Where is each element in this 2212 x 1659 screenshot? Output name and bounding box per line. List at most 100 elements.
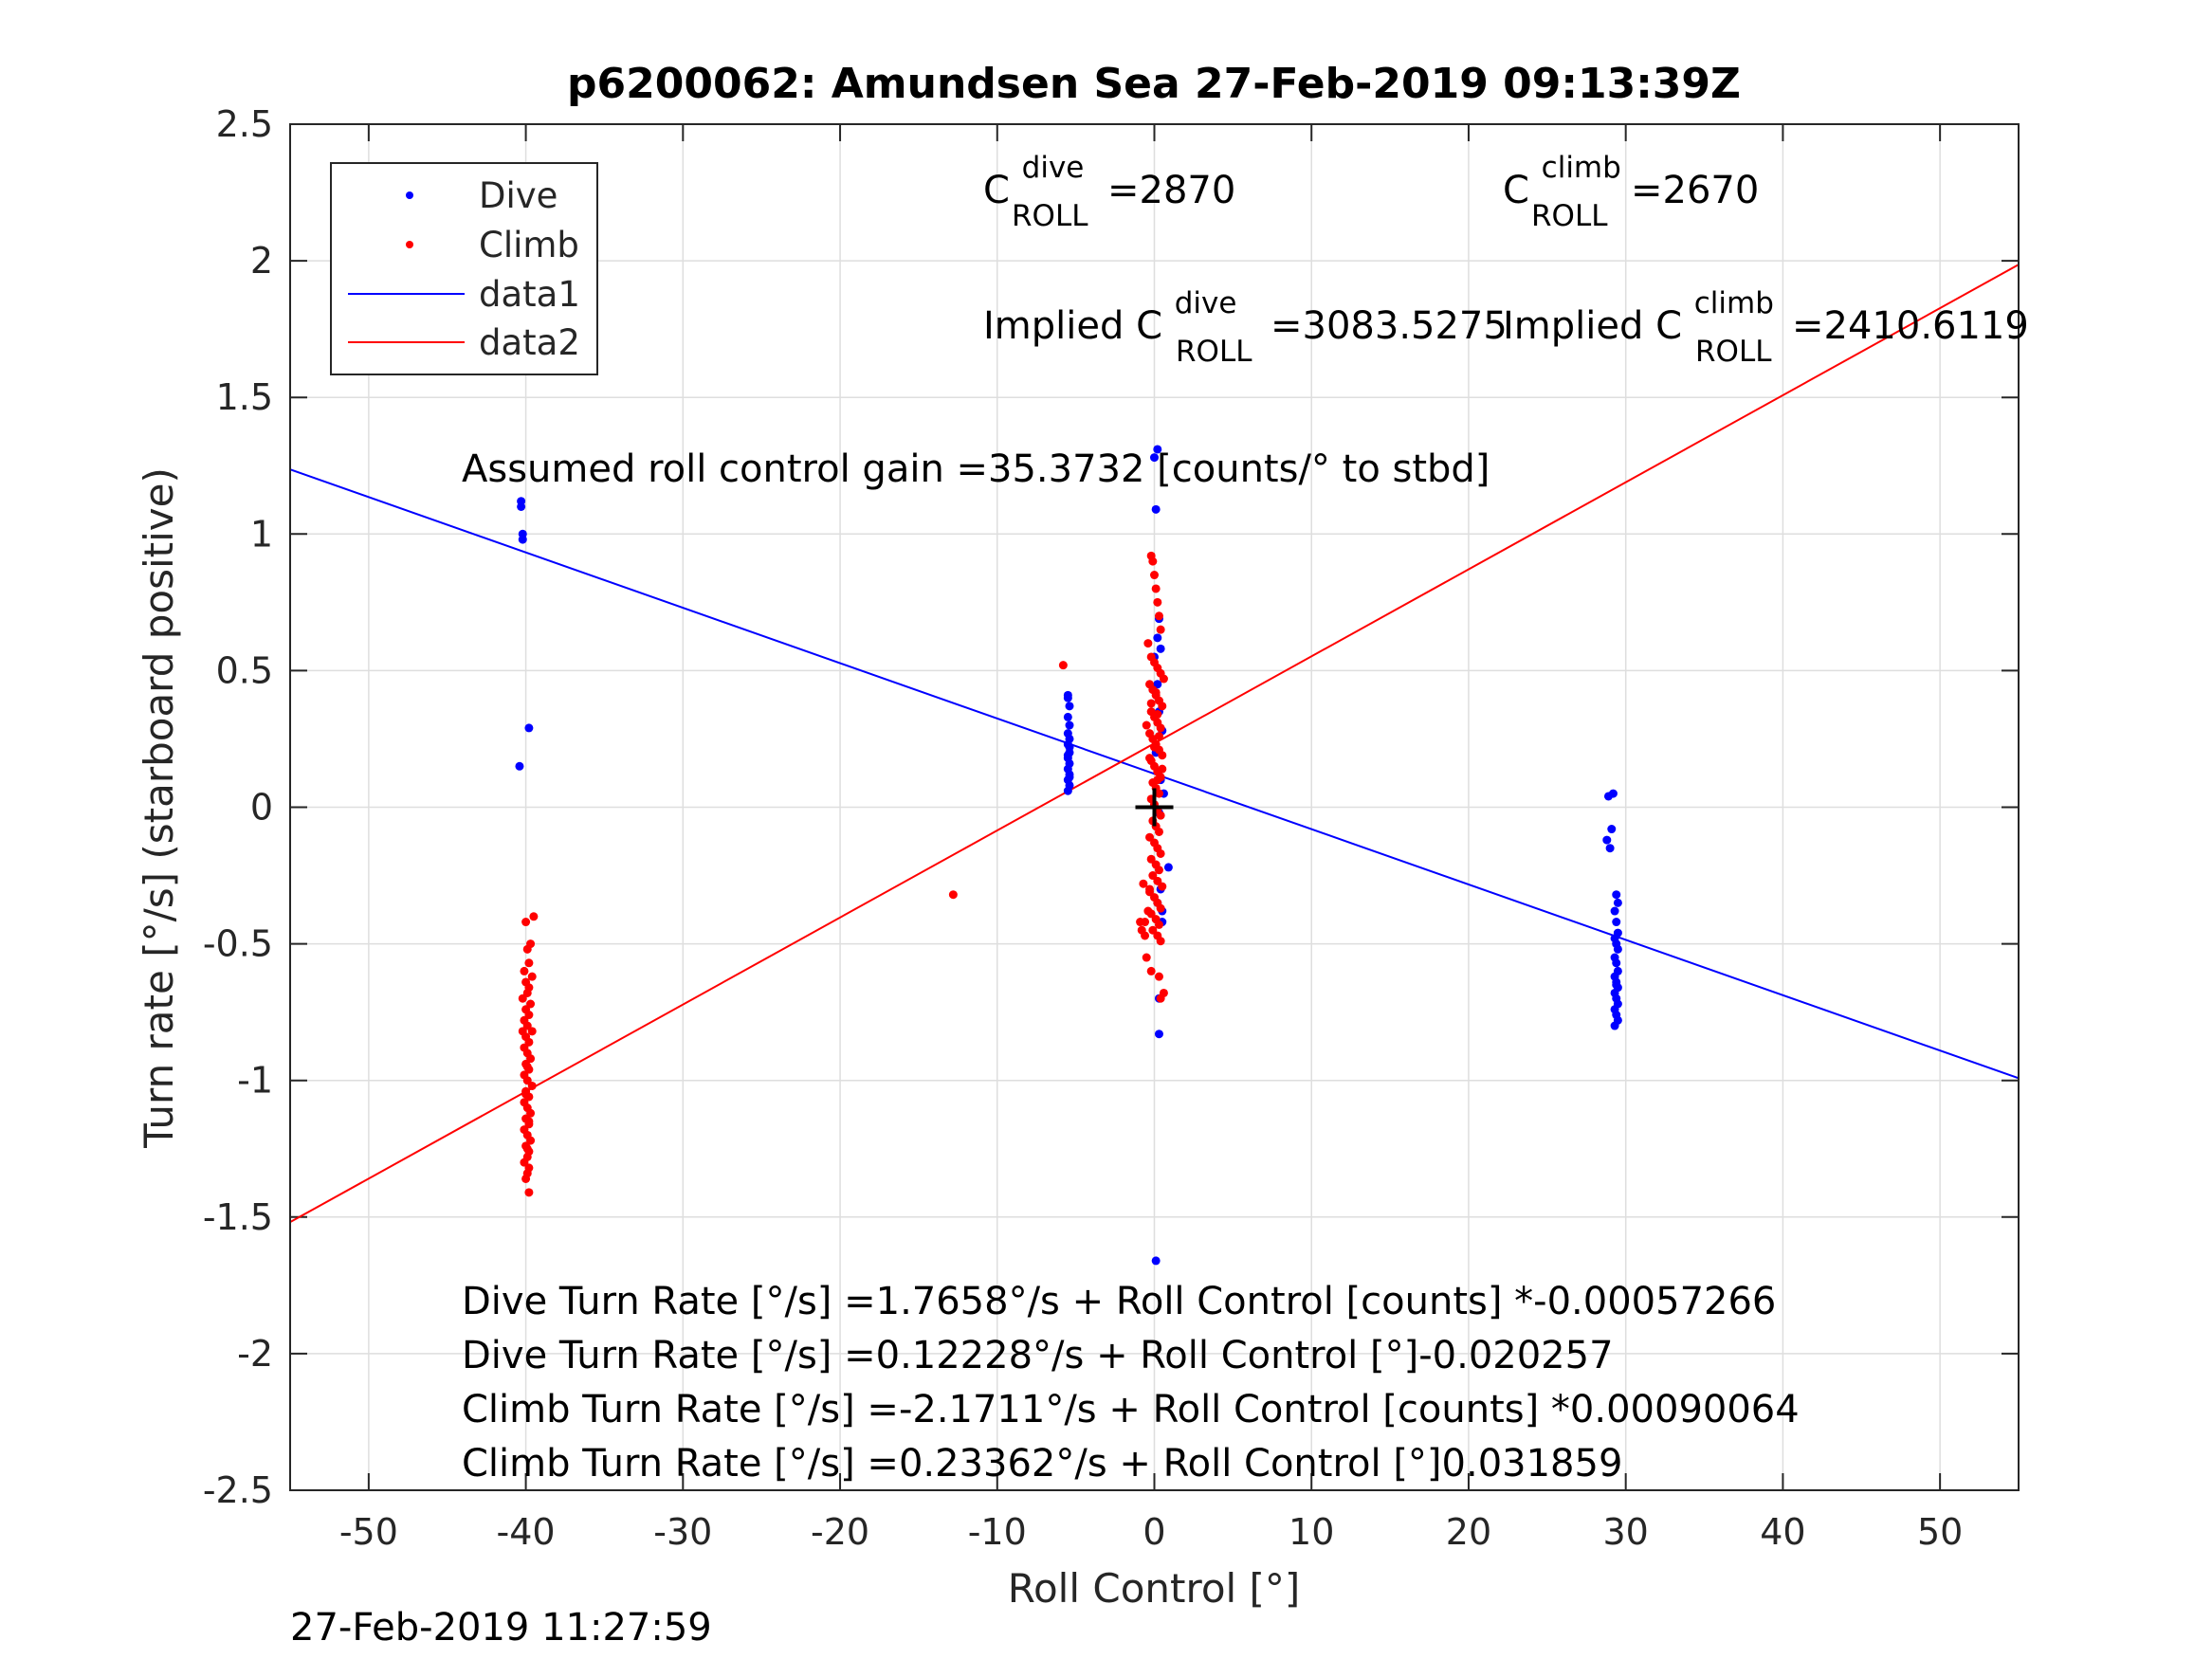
y-tick-label: 0.5	[216, 649, 273, 691]
climb-point	[1154, 920, 1163, 929]
y-tick-label: 1.5	[216, 376, 273, 418]
dive-point	[1150, 453, 1159, 463]
y-tick-label: -1	[237, 1060, 273, 1102]
implied-dive-value: =3083.5275	[1271, 304, 1508, 348]
c-roll-climb-sub: ROLL	[1531, 199, 1608, 233]
y-tick-label: -0.5	[203, 923, 273, 965]
c-roll-dive-symbol: C	[983, 169, 1010, 212]
c-roll-dive-sup: dive	[1022, 151, 1085, 185]
dive-point	[1608, 789, 1618, 798]
legend-label-data1: data1	[479, 274, 580, 315]
gain-annotation: Assumed roll control gain =35.3732 [coun…	[462, 447, 1490, 491]
dive-point	[1612, 980, 1621, 990]
dive-point	[1163, 863, 1173, 872]
y-axis-label: Turn rate [°/s] (starboard positive)	[136, 467, 182, 1149]
dive-point	[515, 761, 524, 771]
dive-point	[1153, 633, 1162, 643]
legend-marker-climb	[406, 241, 413, 248]
dive-point	[1065, 742, 1074, 752]
climb-point	[529, 912, 539, 921]
legend-marker-dive	[406, 191, 413, 199]
legend-label-dive: Dive	[479, 175, 558, 216]
c-roll-climb-sup: climb	[1542, 151, 1621, 185]
dive-point	[1151, 1256, 1161, 1266]
y-tick-label: -2.5	[203, 1469, 273, 1511]
x-tick-label: 0	[1143, 1511, 1165, 1553]
climb-point	[524, 958, 534, 968]
dive-point	[1151, 504, 1161, 514]
climb-point	[1154, 827, 1163, 836]
climb-point	[1158, 751, 1167, 760]
x-tick-label: 50	[1917, 1511, 1963, 1553]
x-axis-label: Roll Control [°]	[1008, 1565, 1301, 1612]
x-tick-label: -50	[339, 1511, 398, 1553]
climb-point	[520, 966, 529, 975]
timestamp: 27-Feb-2019 11:27:59	[290, 1606, 712, 1650]
climb-point	[518, 994, 527, 1003]
climb-point	[1058, 661, 1068, 670]
implied-dive-prefix: Implied C	[983, 304, 1162, 348]
climb-point	[1142, 953, 1151, 962]
legend-label-climb: Climb	[479, 225, 579, 265]
climb-point	[1150, 571, 1159, 580]
legend: Dive Climb data1 data2	[330, 162, 598, 375]
climb-point	[522, 1144, 532, 1154]
dive-point	[1065, 702, 1074, 711]
climb-point	[1158, 764, 1167, 774]
climb-point	[1156, 811, 1165, 820]
dive-point	[1610, 1021, 1619, 1030]
climb-point	[1136, 918, 1145, 927]
implied-climb-prefix: Implied C	[1503, 304, 1682, 348]
climb-point	[1154, 866, 1163, 875]
climb-point	[527, 972, 537, 981]
climb-point	[1153, 775, 1162, 785]
climb-point	[1156, 625, 1165, 634]
climb-point	[521, 1174, 531, 1183]
climb-point	[1156, 903, 1165, 913]
dive-point	[1063, 712, 1072, 721]
climb-point	[1150, 742, 1159, 752]
climb-point	[518, 1027, 527, 1036]
climb-point	[524, 1117, 534, 1126]
implied-climb-value: =2410.6119	[1792, 304, 2029, 348]
climb-point	[1154, 972, 1163, 981]
climb-point	[1156, 723, 1165, 733]
climb-point	[522, 1062, 532, 1071]
climb-point	[1154, 789, 1163, 798]
dive-point	[1065, 720, 1074, 730]
axes-box	[289, 123, 2020, 1491]
x-tick-label: 40	[1760, 1511, 1805, 1553]
x-tick-label: -30	[653, 1511, 712, 1553]
implied-climb-sup: climb	[1694, 286, 1774, 320]
c-roll-dive-sub: ROLL	[1012, 199, 1088, 233]
x-tick-label: -10	[968, 1511, 1027, 1553]
dive-point	[524, 723, 534, 733]
y-tick-label: 0	[250, 787, 273, 829]
implied-climb-sub: ROLL	[1695, 335, 1772, 369]
climb-point	[1141, 931, 1150, 940]
dive-point	[517, 501, 526, 511]
x-tick-label: 30	[1603, 1511, 1649, 1553]
c-roll-climb-symbol: C	[1503, 169, 1529, 212]
dive-point	[1610, 906, 1619, 916]
climb-point	[1153, 597, 1162, 607]
dive-point	[1602, 835, 1612, 845]
climb-point	[1158, 882, 1167, 891]
implied-dive-sub: ROLL	[1176, 335, 1252, 369]
tick-labels: -50 -40 -30 -20 -10 0 10 20 30 40 50 2.5 2 1.5 1 0.5 0 -0…	[203, 103, 1963, 1553]
dive-point	[1063, 693, 1072, 702]
climb-point	[527, 1081, 537, 1090]
c-roll-climb-annotation: C climb ROLL =2670	[1503, 143, 1759, 235]
implied-climb-annotation: Implied C climb ROLL =2410.6119	[1503, 279, 2029, 371]
climb-point	[1154, 611, 1163, 621]
climb-point	[1156, 994, 1165, 1003]
c-roll-climb-value: =2670	[1631, 169, 1759, 212]
c-roll-dive-annotation: C dive ROLL =2870	[983, 143, 1235, 235]
x-tick-label: 20	[1446, 1511, 1491, 1553]
climb-point	[1156, 937, 1165, 946]
dive-point	[1612, 918, 1621, 927]
y-tick-label: 2.5	[216, 103, 273, 145]
dive-point	[1153, 445, 1162, 454]
dive-point	[1063, 786, 1072, 795]
climb-point	[1146, 966, 1156, 975]
